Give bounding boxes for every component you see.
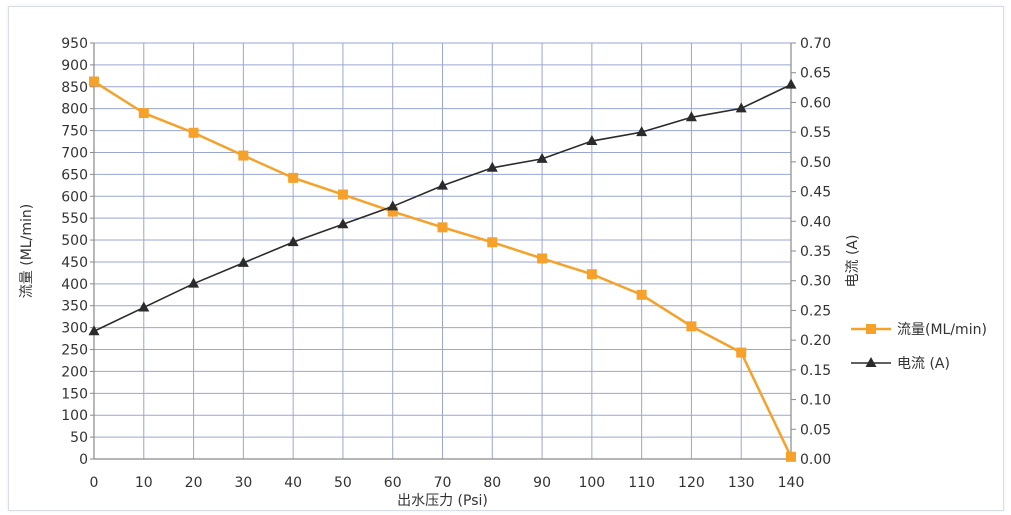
y-right-tick-label: 0.25: [800, 303, 831, 319]
flow-point: [786, 451, 796, 462]
flow-point: [437, 222, 448, 233]
y-left-tick-label: 800: [61, 102, 88, 118]
flow-point: [586, 269, 597, 280]
y-right-tick-label: 0.30: [800, 274, 831, 290]
dual-axis-line-chart: 0501001502002503003504004505005506006507…: [19, 36, 987, 509]
y-left-tick-label: 750: [61, 124, 88, 140]
x-tick-label: 30: [234, 475, 252, 491]
legend-triangle-marker: [865, 357, 877, 367]
legend: 流量(ML/min) 电流 (A): [851, 322, 987, 372]
flow-point: [337, 189, 348, 200]
x-tick-label: 40: [284, 475, 302, 491]
y-left-tick-label: 300: [61, 321, 88, 337]
current-point: [586, 135, 598, 146]
y-left-tick-label: 850: [61, 80, 88, 96]
current-point: [188, 277, 200, 288]
y-right-tick-label: 0.55: [800, 125, 831, 141]
y-left-tick-label: 200: [61, 364, 88, 380]
x-tick-label: 140: [778, 475, 805, 491]
y-right-tick-label: 0.45: [800, 185, 831, 201]
y-right-tick-label: 0.40: [800, 214, 831, 230]
y-right-tick-label: 0.35: [800, 244, 831, 260]
y-right-tick-label: 0.50: [800, 155, 831, 171]
grid: [93, 42, 792, 460]
legend-item-current: 电流 (A): [851, 356, 950, 372]
y-right-tick-label: 0.05: [800, 422, 831, 438]
current-point: [337, 218, 349, 229]
y-right-tick-label: 0.15: [800, 363, 831, 379]
x-tick-label: 90: [533, 475, 551, 491]
x-tick-label: 110: [628, 475, 655, 491]
legend-square-marker: [866, 324, 876, 334]
current-point: [437, 179, 448, 190]
y-right-tick-label: 0.00: [800, 452, 831, 468]
y-left-tick-label: 550: [61, 211, 88, 227]
flow-point: [288, 172, 299, 183]
current-point: [486, 161, 498, 172]
y-right-tick-label: 0.10: [800, 393, 831, 409]
y-left-tick-label: 600: [61, 189, 88, 205]
current-point: [735, 102, 747, 113]
x-tick-label: 0: [90, 475, 99, 491]
x-tick-label: 130: [728, 475, 755, 491]
y-left-tick-label: 250: [61, 343, 88, 359]
x-tick-label: 80: [483, 475, 501, 491]
x-tick-label: 10: [135, 475, 153, 491]
y-left-axis-title: 流量 (ML/min): [19, 204, 35, 298]
current-point: [785, 78, 797, 89]
flow-point: [487, 237, 498, 248]
x-tick-label: 70: [434, 475, 452, 491]
y-left-tick-label: 650: [61, 167, 88, 183]
legend-item-flow: 流量(ML/min): [851, 322, 987, 338]
y-right-tick-label: 0.60: [800, 95, 831, 111]
current-point: [387, 200, 399, 211]
y-left-tick-label: 100: [61, 408, 88, 424]
x-tick-label: 120: [678, 475, 705, 491]
y-right-tick-label: 0.65: [800, 66, 831, 82]
legend-label-current: 电流 (A): [897, 356, 950, 372]
current-point: [636, 126, 648, 137]
y-left-tick-label: 500: [61, 233, 88, 249]
y-left-tick-label: 150: [61, 386, 88, 402]
flow-point: [636, 289, 647, 300]
current-point: [88, 325, 100, 336]
legend-label-flow: 流量(ML/min): [897, 322, 987, 338]
x-tick-label: 100: [578, 475, 605, 491]
axes: [90, 42, 796, 460]
x-tick-label: 20: [185, 475, 203, 491]
current-point: [685, 111, 697, 122]
series: [88, 76, 797, 462]
x-tick-label: 50: [334, 475, 352, 491]
flow-point: [387, 206, 398, 217]
chart-frame: 0 50 100 150 200 250 300 350 400 450 500 550 600 650 7…: [8, 6, 1004, 511]
flow-point: [537, 253, 548, 264]
current-point: [536, 152, 548, 163]
y-left-tick-label: 350: [61, 299, 88, 315]
y-right-tick-label: 0.70: [800, 36, 831, 52]
flow-point: [188, 127, 199, 138]
flow-point: [89, 76, 99, 87]
y-left-tick-label: 400: [61, 277, 88, 293]
current-point: [287, 236, 299, 247]
y-left-tick-label: 700: [61, 145, 88, 161]
x-tick-label: 60: [384, 475, 402, 491]
y-left-tick-label: 50: [70, 430, 88, 446]
y-left-tick-label: 450: [61, 255, 88, 271]
y-left-tick-label: 950: [61, 36, 88, 52]
current-point: [138, 301, 150, 312]
y-left-tick-label: 900: [61, 58, 88, 74]
flow-point: [686, 321, 697, 332]
flow-point: [736, 347, 747, 358]
flow-point: [138, 108, 149, 119]
y-left-tick-label: 0: [79, 452, 88, 468]
x-axis-title: 出水压力 (Psi): [397, 493, 488, 509]
tick-labels: 0501001502002503003504004505005506006507…: [61, 36, 831, 491]
y-right-tick-label: 0.20: [800, 333, 831, 349]
y-right-axis-title: 电流 (A): [845, 235, 861, 288]
flow-point: [238, 150, 249, 161]
current-point: [237, 256, 249, 267]
